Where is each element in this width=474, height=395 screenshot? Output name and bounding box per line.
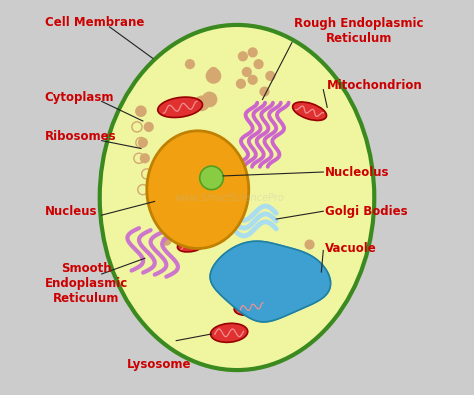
Circle shape [202,92,218,107]
Text: Lysosome: Lysosome [127,358,191,371]
Text: Cell Membrane: Cell Membrane [45,17,144,30]
Circle shape [144,122,154,132]
Circle shape [194,96,210,111]
Circle shape [242,67,252,77]
Ellipse shape [210,323,248,342]
Circle shape [287,271,297,281]
Circle shape [209,67,219,77]
Text: Vacuole: Vacuole [325,242,377,255]
Text: Nucleus: Nucleus [45,205,97,218]
Polygon shape [210,241,330,322]
Circle shape [136,106,146,116]
Ellipse shape [158,97,202,117]
Text: Smooth
Endoplasmic
Reticulum: Smooth Endoplasmic Reticulum [45,262,128,305]
Text: Nucleolus: Nucleolus [325,166,390,179]
Text: www.SmartSciencePro: www.SmartSciencePro [174,192,284,203]
Circle shape [138,137,148,148]
Circle shape [304,239,315,250]
Circle shape [302,267,313,277]
Text: Mitochondrion: Mitochondrion [327,79,423,92]
Circle shape [206,68,221,84]
Ellipse shape [292,102,327,120]
Circle shape [254,59,264,69]
Circle shape [185,59,195,69]
Ellipse shape [147,131,249,248]
Circle shape [285,286,295,297]
Circle shape [297,282,307,293]
Circle shape [157,220,168,230]
Circle shape [293,251,303,261]
Text: Rough Endoplasmic
Reticulum: Rough Endoplasmic Reticulum [294,17,423,45]
Circle shape [200,166,223,190]
Ellipse shape [100,25,374,370]
Circle shape [161,235,172,246]
Text: Ribosomes: Ribosomes [45,130,117,143]
Circle shape [265,71,275,81]
Ellipse shape [234,299,267,316]
Text: Cytoplasm: Cytoplasm [45,91,114,104]
Circle shape [140,153,150,164]
Circle shape [236,79,246,89]
Ellipse shape [177,237,206,252]
Circle shape [247,75,258,85]
Circle shape [259,87,270,97]
Text: Golgi Bodies: Golgi Bodies [325,205,408,218]
Circle shape [247,47,258,58]
Circle shape [238,51,248,61]
